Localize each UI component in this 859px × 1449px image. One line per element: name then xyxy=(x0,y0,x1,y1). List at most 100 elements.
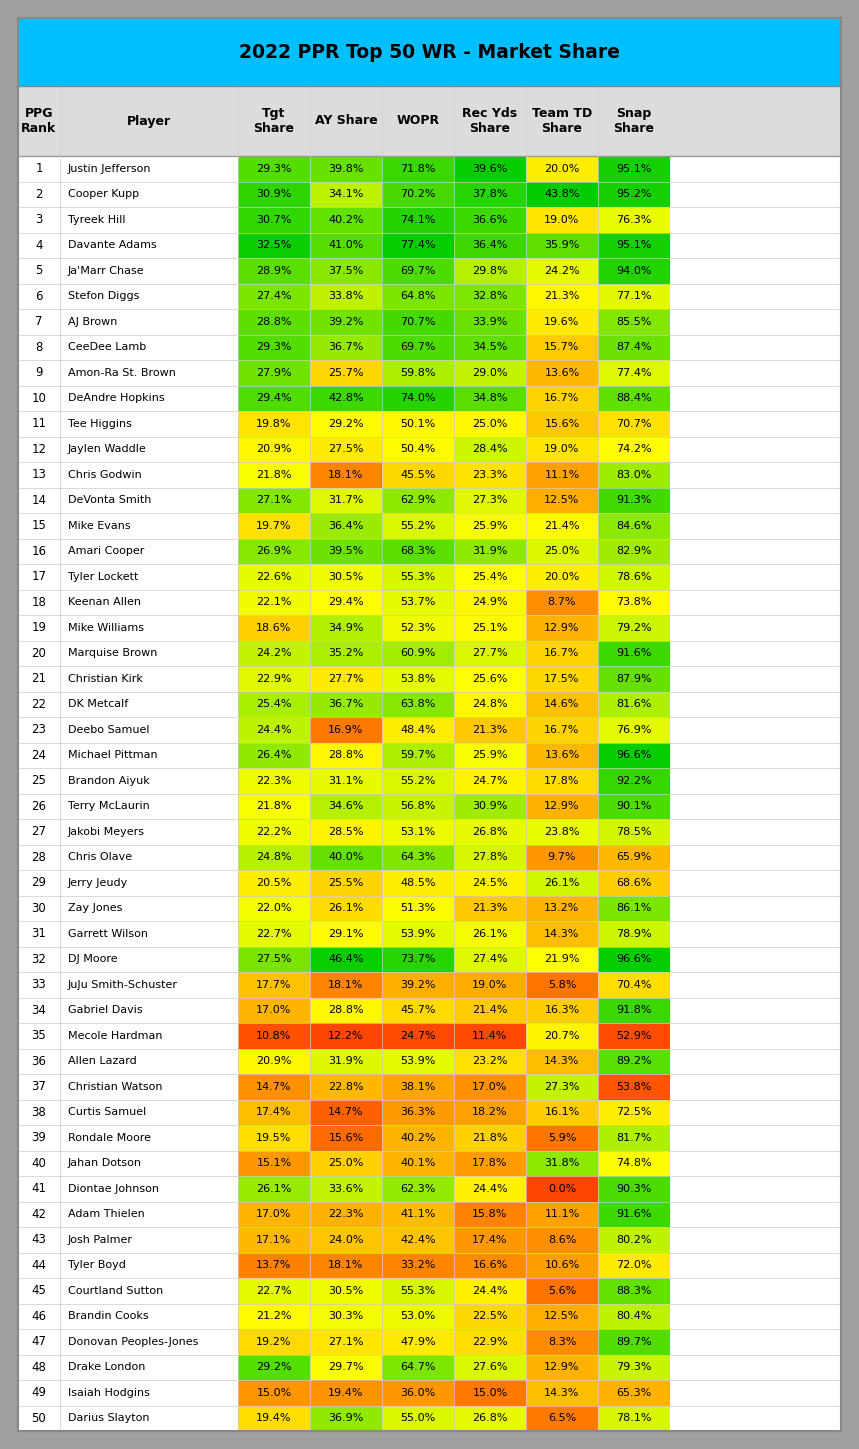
Text: 45.7%: 45.7% xyxy=(400,1006,436,1016)
Text: 62.3%: 62.3% xyxy=(400,1184,436,1194)
Text: 8.7%: 8.7% xyxy=(548,597,576,607)
Bar xyxy=(526,1023,598,1049)
Text: 29.4%: 29.4% xyxy=(256,393,292,403)
Text: 24.5%: 24.5% xyxy=(472,878,508,888)
Text: 25.0%: 25.0% xyxy=(328,1158,363,1168)
Text: Zay Jones: Zay Jones xyxy=(68,903,122,913)
Bar xyxy=(454,1100,526,1124)
Text: 91.6%: 91.6% xyxy=(616,648,652,658)
Bar xyxy=(238,1201,310,1227)
Text: 27.8%: 27.8% xyxy=(472,852,508,862)
Bar xyxy=(454,539,526,564)
Text: 64.8%: 64.8% xyxy=(400,291,436,301)
Bar xyxy=(310,487,382,513)
Bar xyxy=(310,1023,382,1049)
Text: 47.9%: 47.9% xyxy=(400,1337,436,1346)
Bar xyxy=(310,819,382,845)
Text: 79.2%: 79.2% xyxy=(616,623,652,633)
Bar xyxy=(310,513,382,539)
Bar xyxy=(310,1201,382,1227)
Text: 39.5%: 39.5% xyxy=(328,546,363,556)
Bar xyxy=(310,539,382,564)
Bar xyxy=(310,1124,382,1151)
Bar xyxy=(18,1278,841,1304)
Bar xyxy=(454,309,526,335)
Bar xyxy=(310,436,382,462)
Text: Davante Adams: Davante Adams xyxy=(68,241,156,251)
Text: 26: 26 xyxy=(32,800,46,813)
Text: 96.6%: 96.6% xyxy=(616,751,652,761)
Bar xyxy=(526,487,598,513)
Bar xyxy=(454,1151,526,1177)
Text: 68.6%: 68.6% xyxy=(616,878,652,888)
Bar xyxy=(238,1074,310,1100)
Bar xyxy=(598,284,670,309)
Text: 30.7%: 30.7% xyxy=(256,214,292,225)
Text: Mike Williams: Mike Williams xyxy=(68,623,144,633)
Text: Mike Evans: Mike Evans xyxy=(68,520,131,530)
Bar xyxy=(598,385,670,412)
Bar xyxy=(238,284,310,309)
Bar xyxy=(18,667,841,691)
Bar xyxy=(598,539,670,564)
Bar xyxy=(526,614,598,640)
Bar xyxy=(454,946,526,972)
Bar xyxy=(382,614,454,640)
Bar xyxy=(598,1379,670,1406)
Text: 27.3%: 27.3% xyxy=(472,496,508,506)
Text: 12.2%: 12.2% xyxy=(328,1030,363,1040)
Bar xyxy=(526,922,598,946)
Bar xyxy=(526,462,598,487)
Bar xyxy=(18,640,841,667)
Bar xyxy=(382,309,454,335)
Bar xyxy=(18,17,841,85)
Text: 55.2%: 55.2% xyxy=(400,775,436,785)
Bar xyxy=(310,614,382,640)
Text: 22.9%: 22.9% xyxy=(256,674,292,684)
Text: 24: 24 xyxy=(32,749,46,762)
Text: 77.4%: 77.4% xyxy=(616,368,652,378)
Text: 30.5%: 30.5% xyxy=(328,572,363,581)
Bar xyxy=(18,412,841,436)
Text: 81.6%: 81.6% xyxy=(616,700,652,709)
Text: 90.1%: 90.1% xyxy=(616,801,652,811)
Text: 36.6%: 36.6% xyxy=(472,214,508,225)
Text: 53.9%: 53.9% xyxy=(400,1056,436,1066)
Text: 30.9%: 30.9% xyxy=(472,801,508,811)
Bar xyxy=(310,207,382,232)
Text: 70.7%: 70.7% xyxy=(400,317,436,327)
Text: 45: 45 xyxy=(32,1284,46,1297)
Text: 31.1%: 31.1% xyxy=(328,775,363,785)
Bar xyxy=(454,207,526,232)
Bar xyxy=(526,181,598,207)
Bar xyxy=(238,1252,310,1278)
Bar xyxy=(598,1355,670,1379)
Text: 11.1%: 11.1% xyxy=(545,469,580,480)
Text: Chris Godwin: Chris Godwin xyxy=(68,469,142,480)
Text: 29.1%: 29.1% xyxy=(328,929,363,939)
Bar xyxy=(238,1124,310,1151)
Bar xyxy=(310,1177,382,1201)
Text: Christian Watson: Christian Watson xyxy=(68,1082,162,1091)
Bar xyxy=(526,997,598,1023)
Text: 95.2%: 95.2% xyxy=(616,190,652,200)
Bar xyxy=(454,412,526,436)
Text: 6: 6 xyxy=(35,290,43,303)
Text: 78.5%: 78.5% xyxy=(616,827,652,836)
Bar xyxy=(454,614,526,640)
Text: Allen Lazard: Allen Lazard xyxy=(68,1056,137,1066)
Bar xyxy=(310,1100,382,1124)
Text: 41: 41 xyxy=(32,1182,46,1195)
Bar xyxy=(238,309,310,335)
Bar xyxy=(454,1252,526,1278)
Bar xyxy=(598,156,670,181)
Bar xyxy=(598,1304,670,1329)
Bar xyxy=(310,156,382,181)
Text: 12.9%: 12.9% xyxy=(545,1362,580,1372)
Bar xyxy=(382,513,454,539)
Text: 35: 35 xyxy=(32,1029,46,1042)
Bar xyxy=(382,1304,454,1329)
Text: 44: 44 xyxy=(32,1259,46,1272)
Text: 29: 29 xyxy=(32,877,46,890)
Text: 15: 15 xyxy=(32,519,46,532)
